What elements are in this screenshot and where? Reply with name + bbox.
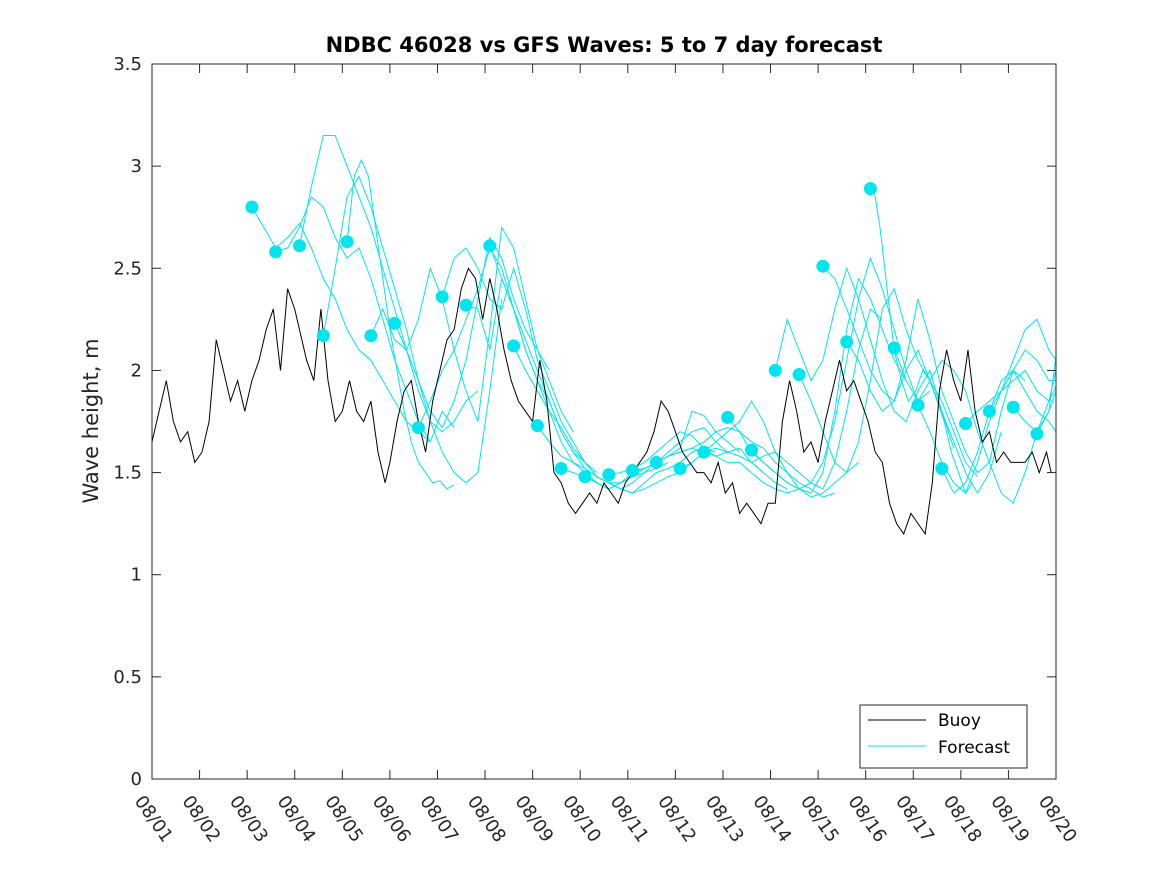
forecast-start-marker (530, 419, 544, 433)
forecast-run-line-4 (322, 175, 503, 484)
y-tick-label: 1.5 (113, 463, 142, 484)
forecast-start-marker (959, 417, 973, 430)
forecast-start-marker (816, 259, 830, 273)
forecast-start-marker (602, 468, 616, 482)
forecast-start-marker (649, 455, 663, 469)
forecast-start-marker (435, 290, 449, 304)
forecast-run-line-1 (251, 206, 431, 443)
x-tick-label: 08/05 (320, 792, 367, 847)
legend: Buoy Forecast (859, 704, 1028, 769)
forecast-start-marker (935, 462, 949, 475)
forecast-run-line-2 (275, 195, 455, 444)
forecast-start-marker (1006, 400, 1020, 414)
forecast-markers (245, 182, 1044, 484)
x-tick-label: 08/12 (653, 792, 700, 847)
forecast-run-line-8 (417, 246, 598, 473)
forecast-run-line-5 (346, 158, 455, 490)
forecast-run-line-28 (893, 347, 1057, 505)
forecast-start-marker (721, 410, 735, 424)
forecast-run-line-34 (1036, 356, 1057, 435)
forecast-run-line-6 (370, 225, 550, 422)
legend-buoy-label: Buoy (938, 711, 981, 731)
forecast-run-line-19 (679, 400, 859, 498)
forecast-start-marker (792, 368, 806, 381)
forecast-run-line-30 (941, 369, 1057, 494)
forecast-start-marker (459, 298, 473, 312)
forecast-run-line-27 (869, 188, 974, 495)
forecast-start-marker (697, 445, 711, 459)
buoy-line (151, 267, 1052, 536)
x-tick-label: 08/18 (939, 792, 986, 847)
forecast-run-line-20 (703, 308, 883, 490)
forecast-start-marker (316, 329, 330, 343)
x-tick-label: 08/13 (701, 792, 748, 847)
x-tick-label: 08/06 (368, 792, 415, 847)
y-tick-label: 2.5 (113, 258, 142, 279)
x-tick-label: 08/16 (844, 792, 891, 847)
forecast-run-line-3 (299, 135, 479, 433)
forecast-start-marker (887, 341, 901, 355)
y-tick-label: 1 (131, 565, 142, 586)
forecast-start-marker (507, 339, 521, 353)
y-tick-label: 0 (131, 769, 142, 790)
forecast-start-marker (911, 398, 925, 412)
forecast-start-marker (1030, 427, 1044, 441)
y-tick-label: 3 (131, 156, 142, 177)
forecast-run-line-10 (465, 276, 645, 490)
x-tick-label: 08/08 (463, 792, 510, 847)
forecast-start-marker (245, 200, 259, 214)
forecast-start-marker (626, 464, 639, 477)
forecast-start-marker (364, 329, 378, 343)
forecast-start-marker (388, 316, 402, 330)
forecast-start-marker (554, 462, 568, 475)
forecast-start-marker (269, 245, 283, 259)
forecast-run-line-31 (965, 369, 1057, 424)
forecast-start-marker (768, 363, 782, 377)
forecast-run-line-26 (846, 298, 1026, 474)
plot-frame (151, 63, 1057, 780)
x-tick-label: 08/09 (511, 792, 558, 847)
chart-title: NDBC 46028 vs GFS Waves: 5 to 7 day fore… (326, 33, 883, 57)
forecast-start-marker (411, 421, 425, 435)
y-tick-label: 2 (131, 360, 142, 381)
legend-box (859, 704, 1028, 769)
forecast-start-marker (745, 443, 758, 457)
forecast-start-marker (982, 404, 996, 418)
forecast-run-line-11 (489, 245, 669, 490)
forecast-run-line-16 (608, 431, 788, 490)
x-tick-label: 08/20 (1034, 792, 1081, 847)
y-tick-label: 0.5 (113, 667, 142, 688)
forecast-start-marker (840, 335, 854, 349)
x-tick-label: 08/02 (177, 792, 224, 847)
x-tick-label: 08/03 (225, 792, 272, 847)
forecast-run-line-13 (536, 425, 716, 494)
forecast-start-marker (293, 239, 306, 253)
forecast-run-line-32 (988, 349, 1056, 412)
x-tick-label: 08/15 (796, 792, 843, 847)
buoy-series (151, 267, 1052, 536)
x-tick-label: 08/01 (130, 792, 177, 847)
forecast-run-line-21 (727, 277, 907, 494)
legend-forecast-label: Forecast (938, 738, 1010, 758)
forecast-run-line-23 (774, 266, 955, 449)
x-tick-label: 08/19 (986, 792, 1033, 847)
forecast-start-marker (863, 182, 877, 196)
y-axis-label: Wave height, m (79, 338, 103, 503)
forecast-run-line-25 (822, 265, 1002, 494)
y-tick-label: 3.5 (113, 54, 142, 75)
x-tick-label: 08/14 (748, 792, 795, 847)
x-tick-label: 08/17 (891, 792, 938, 847)
x-tick-label: 08/11 (606, 792, 653, 847)
forecast-start-marker (578, 470, 592, 484)
forecast-start-marker (340, 235, 354, 249)
x-tick-label: 08/07 (415, 792, 462, 847)
forecast-start-marker (483, 239, 497, 253)
x-tick-label: 08/10 (558, 792, 605, 847)
forecast-start-marker (673, 462, 687, 475)
x-tick-label: 08/04 (273, 792, 320, 847)
